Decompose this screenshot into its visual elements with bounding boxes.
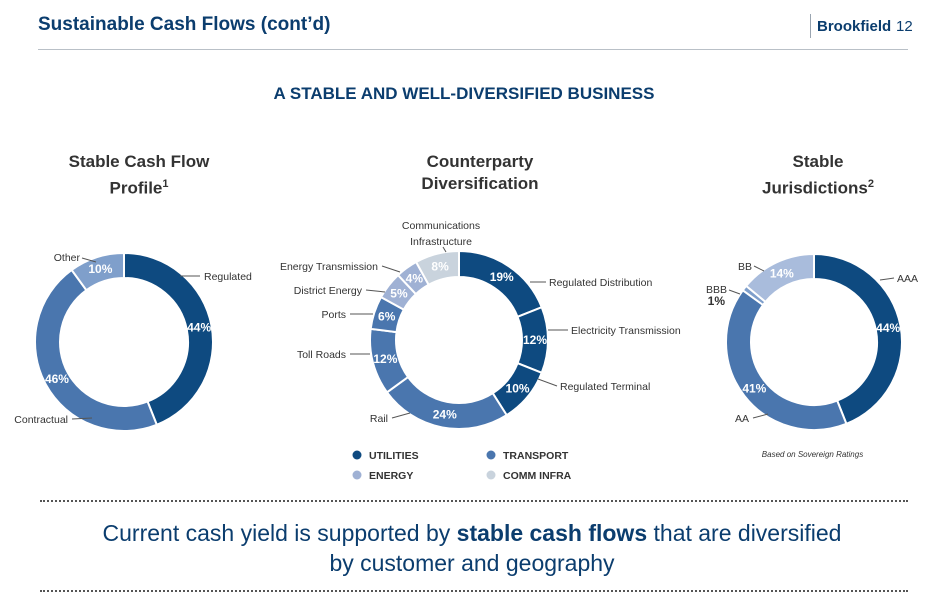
ratings-note: Based on Sovereign Ratings bbox=[761, 450, 864, 459]
dotted-divider-top bbox=[40, 500, 908, 502]
legend-swatch-energy bbox=[352, 470, 362, 480]
value-label-regulated-distribution: 19% bbox=[490, 270, 514, 284]
legend-label-transport: TRANSPORT bbox=[503, 450, 569, 462]
category-label-regulated: Regulated bbox=[204, 271, 252, 283]
category-label-energy-transmission: Energy Transmission bbox=[280, 261, 378, 273]
chart-title-line1: Stable Cash Flow bbox=[68, 152, 210, 171]
section-subtitle: A STABLE AND WELL-DIVERSIFIED BUSINESS bbox=[273, 84, 655, 103]
chart-title-line2: Profile bbox=[109, 178, 163, 198]
brand-logo-text: Brookfield bbox=[817, 18, 892, 35]
value-label-toll-roads: 12% bbox=[373, 352, 397, 366]
value-label-contractual: 46% bbox=[45, 372, 69, 386]
value-label-aaa: 44% bbox=[876, 321, 900, 335]
category-label-electricity-transmission: Electricity Transmission bbox=[571, 325, 681, 337]
value-label-regulated: 44% bbox=[187, 321, 211, 335]
donut-slice-aa bbox=[725, 288, 848, 431]
chart-title-line2: Jurisdictions bbox=[762, 178, 868, 198]
category-label-bbb: BBB bbox=[706, 284, 727, 296]
brand-divider bbox=[810, 14, 811, 38]
category-label-aaa: AAA bbox=[897, 273, 918, 285]
category-label-communications-infrastructure-line1: Communications bbox=[402, 220, 480, 232]
donut-slice-contractual bbox=[34, 268, 159, 432]
chart-title-counterparty: Counterparty Diversification bbox=[370, 151, 590, 195]
value-label-ports: 6% bbox=[378, 310, 396, 324]
donut-slice-bb bbox=[744, 252, 815, 304]
footnote-marker: 1 bbox=[162, 178, 169, 190]
leader-line-regulated-terminal bbox=[537, 378, 558, 387]
value-label-aa: 41% bbox=[742, 381, 766, 395]
category-label-bb: BB bbox=[738, 261, 752, 273]
leader-line-bb bbox=[753, 265, 765, 272]
leader-line-other bbox=[81, 257, 97, 263]
value-label-other: 10% bbox=[88, 262, 112, 276]
category-label-other: Other bbox=[54, 252, 81, 264]
chart-title-cash-flow: Stable Cash Flow Profile1 bbox=[39, 151, 239, 200]
chart-title-jurisdictions: Stable Jurisdictions2 bbox=[718, 151, 918, 200]
category-label-communications-infrastructure-line2: Infrastructure bbox=[410, 236, 472, 248]
page-number: 12 bbox=[896, 18, 913, 35]
chart-title-line2: Diversification bbox=[421, 174, 539, 193]
legend-label-comm-infra: COMM INFRA bbox=[503, 470, 572, 482]
page-title: Sustainable Cash Flows (cont’d) bbox=[38, 14, 331, 35]
value-label-regulated-terminal: 10% bbox=[506, 381, 530, 395]
footer-text-part1: Current cash yield is supported by bbox=[102, 520, 457, 546]
legend-swatch-comm-infra bbox=[486, 470, 496, 480]
category-label-district-energy: District Energy bbox=[294, 285, 363, 297]
legend-swatch-transport bbox=[486, 450, 496, 460]
legend-label-energy: ENERGY bbox=[369, 470, 413, 482]
category-label-regulated-distribution: Regulated Distribution bbox=[549, 277, 652, 289]
value-label-communications-infrastructure: 8% bbox=[431, 259, 449, 273]
donut-slice-other bbox=[70, 251, 125, 292]
header-rule bbox=[38, 49, 908, 50]
value-label-district-energy: 5% bbox=[390, 286, 408, 300]
footnote-marker: 2 bbox=[867, 178, 874, 190]
category-label-contractual: Contractual bbox=[14, 414, 68, 426]
leader-line-contractual bbox=[71, 417, 93, 420]
value-label-bbb: 1% bbox=[708, 294, 726, 308]
value-label-electricity-transmission: 12% bbox=[523, 333, 547, 347]
chart-title-line1: Stable bbox=[792, 152, 844, 171]
footer-text-line2: by customer and geography bbox=[329, 550, 615, 576]
legend-swatch-utilities bbox=[352, 450, 362, 460]
category-label-ports: Ports bbox=[321, 309, 346, 321]
value-label-energy-transmission: 4% bbox=[406, 272, 424, 286]
footer-text-bold: stable cash flows bbox=[456, 520, 648, 546]
footer-text-part2: that are diversified bbox=[647, 520, 842, 546]
leader-line-aa bbox=[752, 413, 769, 419]
donut-slice-regulated bbox=[123, 251, 214, 427]
legend-label-utilities: UTILITIES bbox=[369, 450, 419, 462]
leader-line-rail bbox=[391, 412, 411, 419]
donut-slice-aaa bbox=[813, 252, 903, 426]
dotted-divider-bottom bbox=[40, 590, 908, 592]
category-label-aa: AA bbox=[735, 413, 749, 425]
leader-line-district-energy bbox=[365, 289, 386, 293]
value-label-rail: 24% bbox=[433, 408, 457, 422]
leader-line-aaa bbox=[879, 277, 895, 281]
footer-statement: Current cash yield is supported by stabl… bbox=[0, 518, 928, 578]
category-label-rail: Rail bbox=[370, 413, 388, 425]
chart-title-line1: Counterparty bbox=[426, 152, 534, 171]
category-label-toll-roads: Toll Roads bbox=[297, 349, 346, 361]
donut-slice-communications-infrastructure bbox=[414, 249, 460, 287]
leader-line-bbb bbox=[728, 289, 741, 295]
leader-line-communications-infrastructure bbox=[442, 246, 447, 253]
leader-line-energy-transmission bbox=[381, 265, 401, 273]
value-label-bb: 14% bbox=[770, 267, 794, 281]
category-label-regulated-terminal: Regulated Terminal bbox=[560, 381, 650, 393]
